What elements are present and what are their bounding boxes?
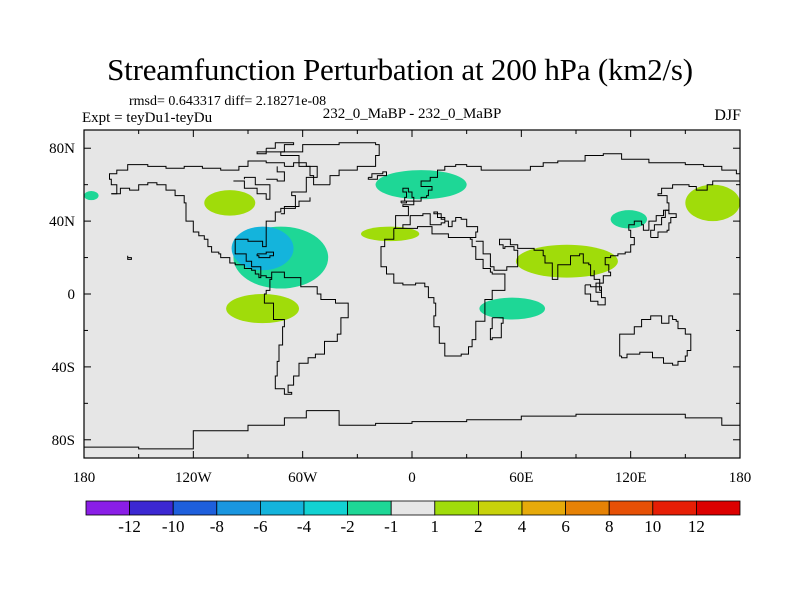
x-tick-label: 180	[729, 470, 752, 486]
case-label: 232_0_MaBP - 232_0_MaBP	[322, 106, 502, 122]
coastline-segment-21	[127, 255, 132, 260]
coastline-segment-9	[475, 175, 740, 293]
colorbar-label: 2	[474, 517, 483, 536]
colorbar-label: -8	[210, 517, 224, 536]
coastline-segment-14	[367, 171, 387, 180]
anomaly-region-1	[84, 191, 99, 201]
y-tick-label: 80S	[52, 433, 75, 449]
x-tick-label: 60W	[288, 470, 318, 486]
colorbar-swatch	[477, 500, 523, 516]
coastline	[84, 142, 740, 450]
colorbar: -12 -10 -8 -6 -4 -2 -1 1 2 4 6 8 10 12	[85, 500, 741, 536]
colorbar-label: 6	[561, 517, 570, 536]
colorbar-label: 12	[688, 517, 705, 536]
colorbar-label: 4	[518, 517, 527, 536]
anomaly-region-10	[610, 210, 648, 229]
y-tick-label: 0	[68, 287, 76, 303]
colorbar-swatch	[608, 500, 654, 516]
colorbar-swatch	[216, 500, 261, 516]
coastline-segment-19	[109, 160, 285, 195]
x-tick-label: 180	[73, 470, 96, 486]
x-tick-label: 0	[408, 470, 416, 486]
y-axis: 80N 40N 0 40S 80S	[49, 141, 740, 449]
colorbar-swatch	[652, 500, 697, 516]
colorbar-swatch	[303, 500, 348, 516]
colorbar-swatch	[172, 500, 218, 516]
anomaly-region-11	[685, 184, 740, 222]
coastline-segment-6	[393, 211, 479, 238]
experiment-label: Expt = teyDu1-teyDu	[82, 110, 213, 126]
colorbar-label: -2	[341, 517, 355, 536]
colorbar-swatch	[129, 500, 174, 516]
colorbar-swatch	[85, 500, 130, 516]
colorbar-swatch	[696, 500, 741, 516]
coastline-segment-20	[256, 142, 295, 155]
stats-text: rmsd= 0.643317 diff= 2.18271e-08	[129, 94, 327, 109]
colorbar-swatch	[390, 500, 436, 516]
x-tick-label: 120W	[175, 470, 213, 486]
coastline-segment-10	[650, 209, 677, 238]
colorbar-label: 10	[644, 517, 661, 536]
colorbar-label: -1	[384, 517, 398, 536]
coastline-segment-8	[489, 317, 504, 341]
coastline-segment-17	[84, 410, 307, 450]
y-tick-label: 40N	[49, 214, 75, 230]
anomaly-region-2	[204, 190, 256, 216]
anomaly-region-8	[515, 244, 618, 278]
coastline-segment-15	[400, 187, 415, 204]
coastline-segment-13	[280, 142, 380, 186]
y-tick-label: 40S	[52, 360, 75, 376]
season-label: DJF	[714, 107, 741, 124]
colorbar-label: -6	[253, 517, 267, 536]
colorbar-swatch	[521, 500, 566, 516]
coastline-segment-5	[393, 153, 740, 229]
coastline-segment-1	[234, 162, 349, 395]
coastline-segment-2	[280, 197, 311, 215]
coastline-segment-18	[111, 182, 262, 279]
colorbar-swatch	[347, 500, 392, 516]
coastline-segment-12	[619, 315, 692, 366]
coastline-segment-4	[266, 166, 285, 182]
coastline-segment-16	[306, 410, 740, 437]
x-tick-label: 120E	[615, 470, 647, 486]
x-tick-label: 60E	[509, 470, 533, 486]
colorbar-swatch	[259, 500, 305, 516]
anomaly-region-9	[479, 297, 546, 320]
coastline-segment-7	[380, 228, 506, 357]
coastline-segment-11	[584, 284, 606, 306]
colorbar-label: 8	[605, 517, 614, 536]
colorbar-swatch	[565, 500, 610, 516]
anomaly-region-6	[360, 226, 420, 242]
x-axis: 180 120W 60W 0 60E 120E 180	[73, 130, 752, 486]
chart-title: Streamfunction Perturbation at 200 hPa (…	[107, 52, 693, 87]
anomaly-region-5	[226, 294, 300, 324]
coastline-segment-3	[233, 176, 271, 200]
colorbar-label: -12	[118, 517, 141, 536]
colorbar-label: 1	[431, 517, 440, 536]
colorbar-label: -10	[162, 517, 185, 536]
anomaly-region-4	[231, 226, 294, 271]
colorbar-label: -4	[297, 517, 312, 536]
coastline-segment-22	[256, 251, 274, 259]
colorbar-swatch	[434, 500, 479, 516]
y-tick-label: 80N	[49, 141, 75, 157]
